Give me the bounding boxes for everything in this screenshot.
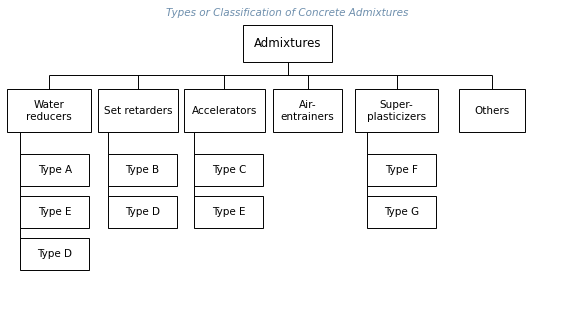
FancyBboxPatch shape (355, 89, 439, 132)
FancyBboxPatch shape (98, 89, 178, 132)
Text: Type E: Type E (212, 207, 246, 217)
Text: Accelerators: Accelerators (191, 106, 257, 116)
Text: Others: Others (474, 106, 509, 116)
FancyBboxPatch shape (194, 196, 263, 228)
FancyBboxPatch shape (108, 196, 177, 228)
FancyBboxPatch shape (367, 196, 436, 228)
FancyBboxPatch shape (20, 196, 89, 228)
FancyBboxPatch shape (194, 154, 263, 186)
Text: Type C: Type C (212, 165, 246, 175)
Text: Type D: Type D (37, 248, 72, 259)
FancyBboxPatch shape (459, 89, 525, 132)
FancyBboxPatch shape (273, 89, 342, 132)
Text: Type F: Type F (385, 165, 418, 175)
Text: Type G: Type G (384, 207, 419, 217)
Text: Set retarders: Set retarders (104, 106, 172, 116)
FancyBboxPatch shape (243, 25, 332, 62)
FancyBboxPatch shape (20, 154, 89, 186)
Text: Type A: Type A (37, 165, 72, 175)
Text: Types or Classification of Concrete Admixtures: Types or Classification of Concrete Admi… (166, 8, 409, 18)
Text: Air-
entrainers: Air- entrainers (281, 100, 335, 122)
Text: Water
reducers: Water reducers (26, 100, 72, 122)
FancyBboxPatch shape (367, 154, 436, 186)
FancyBboxPatch shape (7, 89, 91, 132)
FancyBboxPatch shape (108, 154, 177, 186)
Text: Type B: Type B (125, 165, 160, 175)
Text: Super-
plasticizers: Super- plasticizers (367, 100, 426, 122)
Text: Type D: Type D (125, 207, 160, 217)
Text: Type E: Type E (38, 207, 71, 217)
FancyBboxPatch shape (184, 89, 264, 132)
FancyBboxPatch shape (20, 238, 89, 270)
Text: Admixtures: Admixtures (254, 37, 321, 50)
